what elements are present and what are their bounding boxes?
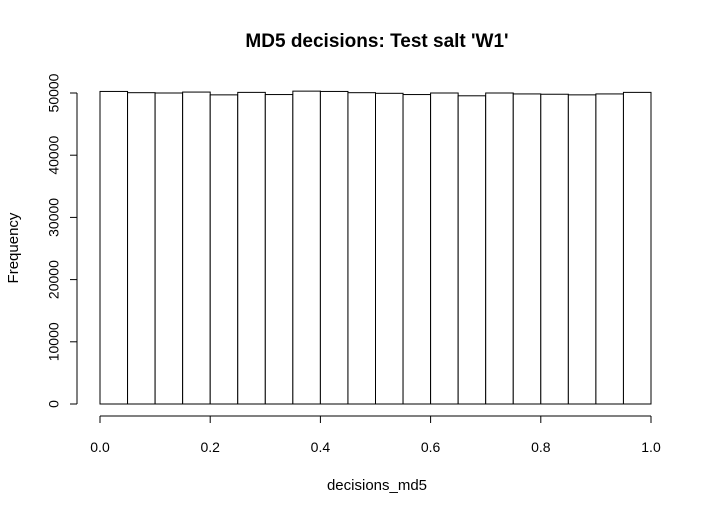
chart-title: MD5 decisions: Test salt 'W1' xyxy=(245,31,508,52)
x-tick-label: 0.4 xyxy=(311,439,331,455)
x-tick-label: 0.2 xyxy=(200,439,220,455)
x-axis-ticks: 0.0 0.2 0.4 0.6 0.8 1.0 xyxy=(90,416,661,455)
histogram-bar xyxy=(264,94,294,405)
histogram-bar xyxy=(567,94,597,405)
histogram-bar xyxy=(154,92,184,405)
histogram-bar xyxy=(182,91,211,405)
histogram-bar xyxy=(375,92,404,405)
histogram-bar xyxy=(292,90,321,405)
x-tick-label: 0.0 xyxy=(90,439,110,455)
y-tick-label: 10000 xyxy=(46,322,62,361)
y-tick-label: 50000 xyxy=(46,73,62,112)
y-axis-ticks: 0 10000 20000 30000 40000 50000 xyxy=(46,73,77,408)
histogram-bar xyxy=(347,92,377,405)
histogram-bar xyxy=(622,91,652,405)
histogram-bar xyxy=(485,92,514,405)
histogram-bar xyxy=(402,94,432,405)
histogram-bar xyxy=(209,94,239,405)
y-tick-label: 40000 xyxy=(46,136,62,175)
y-tick-label: 30000 xyxy=(46,198,62,237)
histogram-bar xyxy=(99,90,129,405)
y-tick-label: 20000 xyxy=(46,260,62,299)
histogram-bar xyxy=(127,92,156,405)
x-tick-label: 0.8 xyxy=(531,439,551,455)
histogram-bar xyxy=(595,93,624,405)
histogram-bar xyxy=(457,95,487,405)
y-tick-label: 0 xyxy=(46,400,62,408)
histogram-bar xyxy=(512,93,542,405)
histogram-bar xyxy=(430,92,459,405)
histogram-bar xyxy=(319,90,349,405)
x-tick-label: 1.0 xyxy=(641,439,661,455)
histogram-bar xyxy=(540,93,569,405)
bars-group xyxy=(99,90,652,405)
x-axis-title: decisions_md5 xyxy=(327,477,427,494)
histogram-bar xyxy=(237,91,266,405)
x-tick-label: 0.6 xyxy=(421,439,441,455)
y-axis-title: Frequency xyxy=(5,212,22,283)
